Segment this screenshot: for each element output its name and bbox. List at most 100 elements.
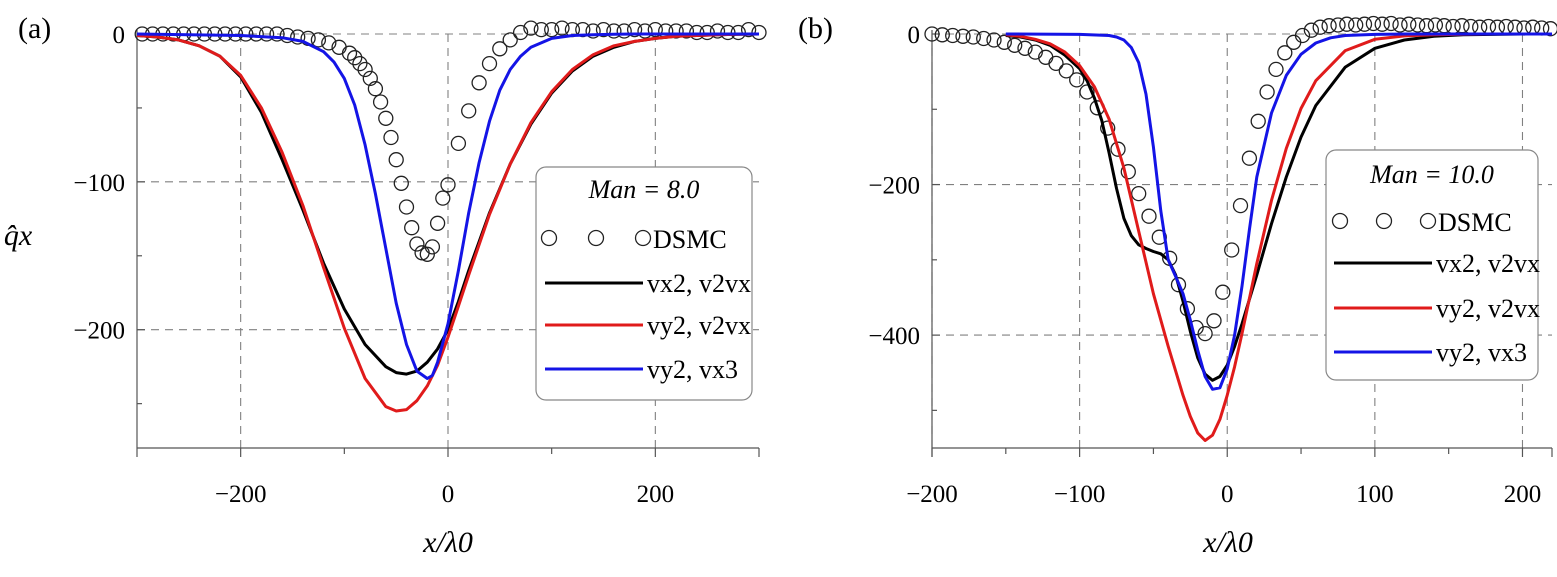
dsmc-point: [461, 103, 477, 119]
legend-dsmc-marker: [634, 229, 652, 247]
panel-a-ticks: 0 −100 −200 −200 0 200: [73, 22, 760, 508]
panel-a-legend-dsmc: DSMC: [540, 225, 727, 254]
dsmc-point: [965, 29, 981, 45]
dsmc-point: [481, 55, 498, 72]
x-tick-label: −100: [1054, 481, 1106, 508]
y-tick-label: −200: [868, 173, 920, 200]
dsmc-point: [1007, 37, 1023, 53]
dsmc-point: [1170, 277, 1187, 293]
dsmc-point: [429, 215, 446, 231]
legend-vy2v2vx-label: vy2, v2vx: [1436, 294, 1540, 323]
dsmc-point: [341, 45, 358, 61]
panel-b-legend-vx2v2vx: vx2, v2vx: [1334, 249, 1540, 278]
dsmc-point: [1027, 44, 1043, 60]
dsmc-point: [1141, 208, 1157, 224]
series-line: [1005, 32, 1552, 391]
dsmc-point: [1069, 72, 1085, 88]
legend-vy2vx3-label: vy2, vx3: [1436, 338, 1527, 367]
x-tick-label: −200: [215, 481, 267, 508]
dsmc-point: [668, 23, 684, 39]
dsmc-point: [440, 177, 456, 193]
dsmc-point: [1401, 16, 1417, 32]
dsmc-point: [1232, 197, 1249, 214]
legend-vx2v2vx-label: vx2, v2vx: [647, 269, 751, 298]
dsmc-point: [955, 28, 971, 44]
dsmc-point: [934, 27, 950, 43]
dsmc-point: [398, 199, 415, 215]
dsmc-point: [1268, 61, 1284, 78]
dsmc-point: [986, 32, 1002, 48]
panel-b-legend-dsmc: DSMC: [1331, 208, 1512, 237]
panel-a-legend: Man = 8.0 DSMC vx2, v2vx vy2, v2vx vy2, …: [535, 166, 753, 401]
dsmc-point: [1383, 15, 1399, 32]
dsmc-point: [388, 152, 404, 168]
dsmc-point: [1206, 313, 1222, 329]
panel-a: (a) 0 −100 −200 −200 0 200 q̂x x/λ0 Man = 8.0…: [4, 12, 767, 559]
dsmc-point: [1120, 164, 1136, 180]
legend-vy2v2vx-label: vy2, v2vx: [647, 311, 751, 340]
dsmc-point: [1294, 27, 1311, 44]
dsmc-point: [502, 32, 518, 48]
dsmc-point: [1224, 242, 1240, 258]
dsmc-point: [362, 70, 378, 87]
y-tick-label: 0: [908, 22, 921, 49]
dsmc-point: [347, 50, 363, 66]
panel-b-xlabel: x/λ0: [1202, 526, 1253, 559]
dsmc-point: [1330, 17, 1346, 33]
dsmc-point: [1048, 55, 1064, 72]
dsmc-point: [1151, 229, 1167, 245]
panel-b-legend-vy2vx3: vy2, vx3: [1334, 338, 1527, 367]
dsmc-point: [976, 30, 992, 47]
dsmc-point: [367, 81, 384, 97]
dsmc-point: [1339, 16, 1355, 32]
dsmc-point: [1392, 17, 1408, 33]
dsmc-point: [321, 35, 337, 51]
dsmc-point: [1286, 34, 1302, 50]
legend-dsmc-marker: [1419, 212, 1437, 230]
dsmc-point: [1215, 284, 1231, 300]
x-tick-label: 200: [1504, 481, 1542, 508]
panel-a-ylabel-text: q̂x: [4, 219, 33, 252]
y-tick-label: −200: [73, 318, 125, 345]
series-line: [1005, 32, 1552, 382]
dsmc-point: [258, 26, 275, 42]
dsmc-point: [1241, 150, 1258, 166]
dsmc-point: [533, 21, 549, 38]
dsmc-point: [279, 27, 295, 44]
legend-dsmc-marker: [1331, 212, 1349, 230]
panel-a-legend-vx2v2vx: vx2, v2vx: [545, 269, 751, 298]
panel-a-legend-box: [535, 166, 753, 401]
dsmc-point: [492, 41, 508, 57]
dsmc-point: [606, 23, 622, 39]
dsmc-point: [357, 61, 373, 78]
dsmc-point: [1312, 19, 1328, 35]
dsmc-point: [269, 26, 285, 42]
panel-b: (b) 0 −200 −400 −200 −100 0 100 200 x/λ0 Man = …: [798, 12, 1557, 559]
dsmc-point: [1197, 325, 1213, 342]
x-tick-label: 200: [637, 481, 675, 508]
dsmc-point: [409, 236, 425, 252]
dsmc-point: [1374, 16, 1390, 32]
dsmc-point: [678, 23, 695, 39]
panel-a-tag: (a): [18, 12, 51, 45]
dsmc-point: [1017, 40, 1033, 56]
panel-a-xlabel: x/λ0: [422, 526, 473, 559]
dsmc-point: [1542, 21, 1557, 37]
dsmc-point: [512, 24, 529, 41]
dsmc-point: [1365, 15, 1382, 32]
y-tick-label: −100: [73, 170, 125, 197]
dsmc-point: [393, 175, 409, 191]
legend-dsmc-marker: [1375, 212, 1393, 230]
panel-b-series: [924, 15, 1557, 442]
dsmc-point: [352, 55, 368, 72]
dsmc-point: [996, 34, 1012, 50]
dsmc-point: [372, 94, 389, 110]
y-tick-label: 0: [113, 22, 126, 49]
legend-vy2vx3-label: vy2, vx3: [647, 355, 738, 384]
dsmc-point: [1100, 120, 1116, 136]
dsmc-point: [450, 135, 467, 152]
dsmc-point: [544, 21, 560, 38]
panel-a-ylabel: q̂x: [4, 219, 33, 252]
dsmc-point: [404, 220, 420, 236]
panel-b-legend-title: Man = 10.0: [1369, 160, 1494, 189]
